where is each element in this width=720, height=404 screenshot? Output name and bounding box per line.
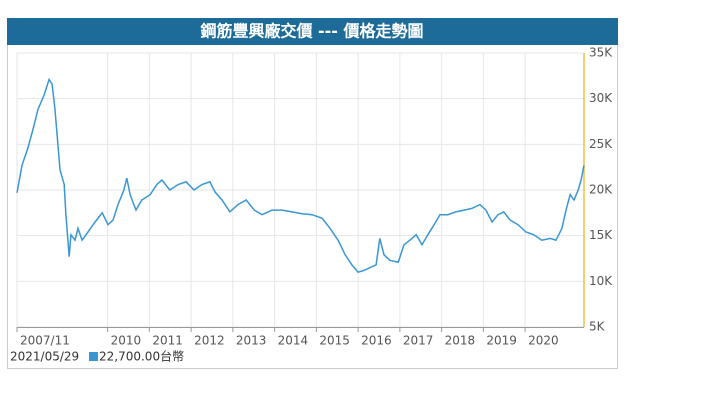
x-tick-label: 2019	[486, 334, 517, 348]
y-tick-label: 25K	[589, 137, 613, 151]
chart-title: 鋼筋豐興廠交價 --- 價格走勢圖	[199, 22, 423, 41]
x-tick-label: 2013	[236, 334, 267, 348]
y-tick-label: 35K	[589, 46, 613, 60]
x-tick-label: 2007/11	[20, 334, 70, 348]
y-tick-label: 30K	[589, 91, 613, 105]
latest-value: 22,700.00台幣	[99, 349, 184, 364]
x-tick-label: 2016	[361, 334, 392, 348]
y-tick-label: 5K	[589, 320, 606, 334]
x-tick-label: 2017	[403, 334, 434, 348]
y-tick-label: 10K	[589, 274, 613, 288]
x-tick-label: 2011	[152, 334, 183, 348]
legend-swatch	[89, 352, 98, 361]
grid	[16, 52, 584, 328]
x-tick-label: 2015	[319, 334, 350, 348]
x-tick-label: 2014	[278, 334, 309, 348]
y-tick-label: 20K	[589, 183, 613, 197]
x-tick-label: 2012	[194, 334, 225, 348]
frame	[7, 18, 618, 369]
x-tick-label: 2018	[445, 334, 476, 348]
x-tick-label: 2020	[528, 334, 559, 348]
y-tick-label: 15K	[589, 228, 613, 242]
latest-date: 2021/05/29	[10, 350, 79, 364]
plot	[16, 77, 585, 274]
x-tick-label: 2010	[111, 334, 142, 348]
price-line	[16, 77, 585, 274]
title-bar	[7, 18, 618, 45]
